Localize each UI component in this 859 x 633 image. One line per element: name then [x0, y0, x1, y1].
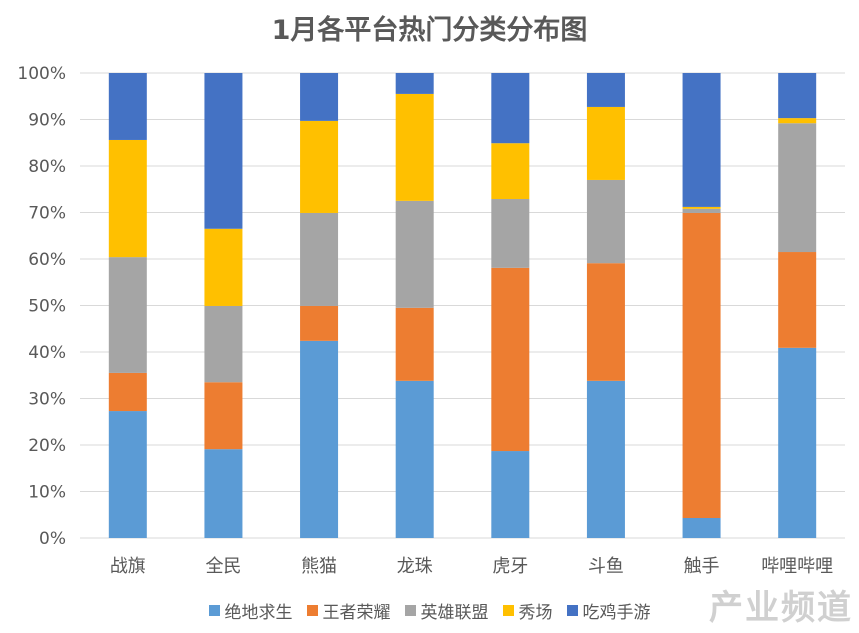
- bar-segment: [108, 372, 147, 412]
- y-tick-label: 0%: [39, 529, 66, 549]
- x-tick-label: 斗鱼: [588, 556, 624, 577]
- y-tick-label: 10%: [28, 483, 66, 503]
- legend-item: 英雄联盟: [404, 598, 489, 623]
- bar-segment: [300, 120, 339, 213]
- y-tick-label: 40%: [28, 343, 66, 363]
- y-tick-label: 50%: [28, 297, 66, 317]
- bar-segment: [586, 179, 625, 264]
- legend-label: 英雄联盟: [420, 603, 489, 623]
- bar-segment: [300, 340, 339, 538]
- bar-segment: [108, 139, 147, 258]
- bar-segment: [300, 212, 339, 306]
- legend-label: 绝地求生: [224, 603, 293, 623]
- bar-segment: [586, 73, 625, 107]
- x-tick-label: 哔哩哔哩: [761, 556, 833, 577]
- x-tick-label: 全民: [205, 556, 241, 577]
- bar-segment: [682, 212, 721, 519]
- legend-swatch: [404, 605, 416, 616]
- bar-segment: [108, 73, 147, 140]
- bar-segment: [778, 123, 817, 253]
- bar-segment: [395, 380, 434, 538]
- bar-segment: [586, 380, 625, 538]
- bar-segment: [778, 252, 817, 348]
- x-tick-label: 熊猫: [301, 556, 337, 577]
- chart-title: 1月各平台热门分类分布图: [271, 15, 588, 46]
- y-tick-label: 20%: [28, 436, 66, 456]
- bar-segment: [395, 73, 434, 94]
- bar-segment: [682, 208, 721, 213]
- legend-item: 秀场: [502, 598, 553, 623]
- y-tick-label: 60%: [28, 250, 66, 270]
- x-tick-label: 战旗: [110, 556, 146, 577]
- y-tick-label: 80%: [28, 157, 66, 177]
- bar-segment: [778, 73, 817, 119]
- bar-segment: [491, 267, 530, 452]
- bar-segment: [204, 73, 243, 229]
- legend-swatch: [208, 605, 220, 616]
- bar-segment: [586, 106, 625, 180]
- bar-segment: [491, 451, 530, 538]
- x-tick-label: 触手: [684, 556, 720, 577]
- x-tick-label: 龙珠: [397, 556, 433, 577]
- x-tick-label: 虎牙: [492, 556, 528, 577]
- legend-item: 绝地求生: [208, 598, 293, 623]
- bar-segment: [395, 200, 434, 308]
- legend-swatch: [566, 605, 578, 616]
- bar-segment: [204, 449, 243, 538]
- y-tick-label: 30%: [28, 390, 66, 410]
- bar-segment: [491, 73, 530, 144]
- legend-swatch: [306, 605, 318, 616]
- bar-segment: [108, 257, 147, 373]
- legend: 绝地求生 王者荣耀 英雄联盟 秀场 吃鸡手游: [0, 598, 859, 623]
- bar-segment: [204, 305, 243, 383]
- bar-segment: [204, 382, 243, 450]
- bar-segment: [682, 518, 721, 538]
- bar-segment: [778, 118, 817, 124]
- bar-segment: [586, 263, 625, 381]
- bar-segment: [682, 206, 721, 209]
- bar-segment: [108, 411, 147, 538]
- bar-segment: [300, 73, 339, 121]
- legend-label: 王者荣耀: [322, 603, 391, 623]
- y-tick-label: 90%: [28, 111, 66, 131]
- legend-item: 王者荣耀: [306, 598, 391, 623]
- bar-segment: [682, 73, 721, 207]
- watermark-logo: 产业频道: [709, 588, 853, 628]
- y-tick-label: 70%: [28, 204, 66, 224]
- legend-item: 吃鸡手游: [566, 598, 651, 623]
- legend-swatch: [502, 605, 514, 616]
- bar-segment: [778, 347, 817, 538]
- bar-segment: [491, 199, 530, 268]
- bar-segment: [491, 143, 530, 200]
- legend-label: 吃鸡手游: [582, 603, 651, 623]
- bar-segment: [204, 228, 243, 306]
- bar-segment: [395, 307, 434, 381]
- bar-segment: [300, 305, 339, 341]
- y-tick-label: 100%: [17, 64, 66, 84]
- bar-segment: [395, 93, 434, 201]
- legend-label: 秀场: [518, 603, 553, 623]
